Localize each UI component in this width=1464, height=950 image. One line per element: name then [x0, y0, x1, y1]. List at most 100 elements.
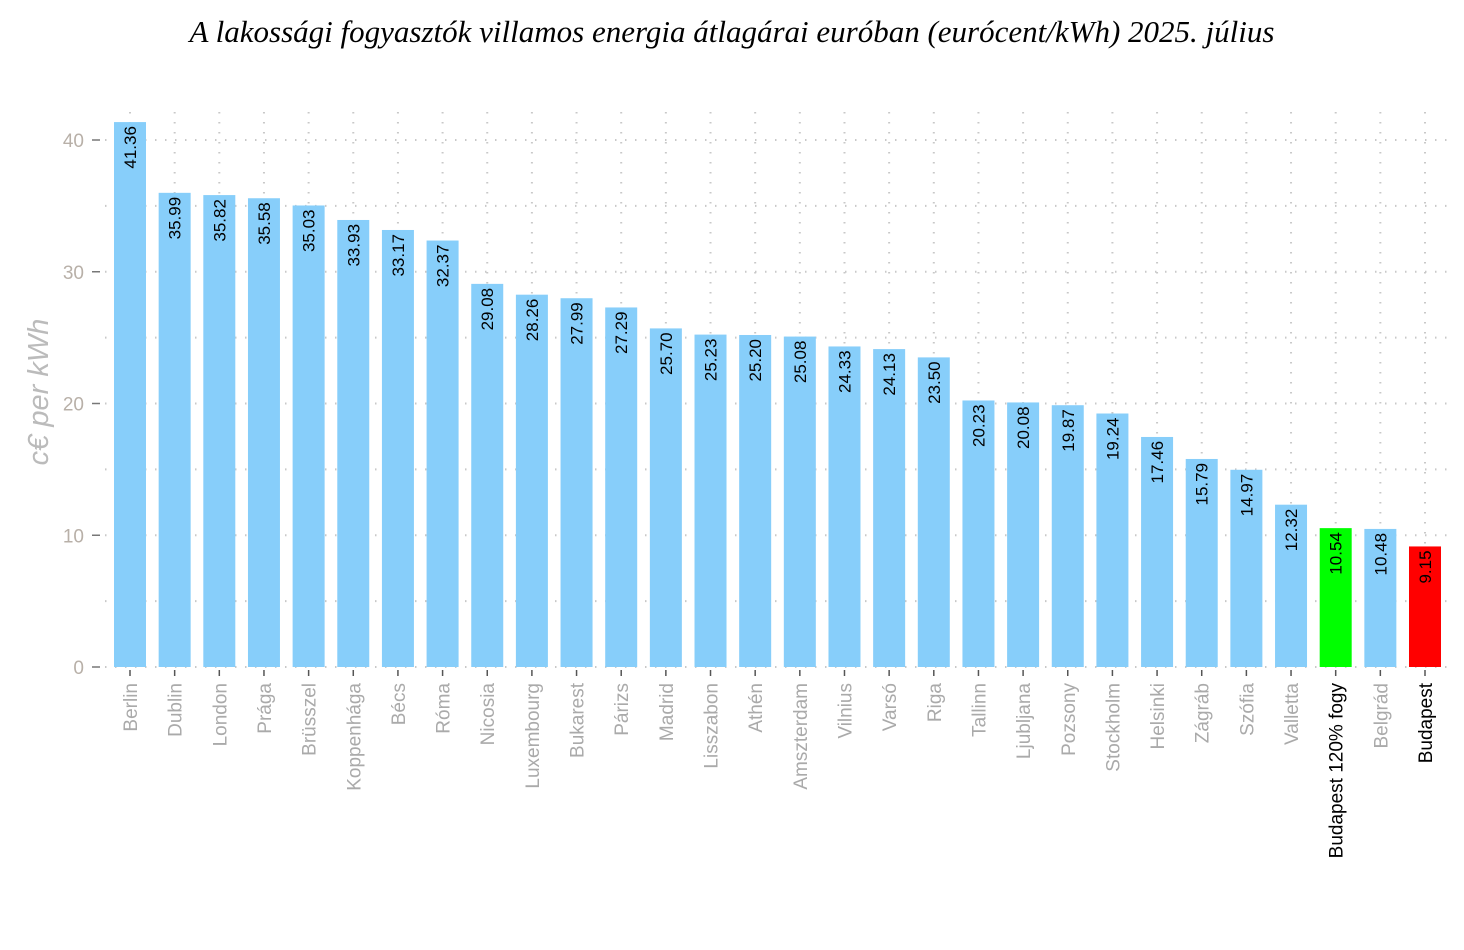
- y-tick-label: 20: [63, 395, 84, 416]
- x-tick-label: Lisszabon: [702, 683, 723, 769]
- value-label: 25.23: [702, 339, 721, 382]
- x-tick-label: Tallinn: [969, 683, 990, 737]
- value-label: 41.36: [121, 126, 140, 169]
- bar: [203, 195, 236, 667]
- value-label: 24.33: [835, 350, 854, 393]
- bar: [1185, 458, 1218, 667]
- x-tick-label: Szófia: [1237, 683, 1258, 736]
- bar: [1364, 528, 1397, 667]
- x-tick-label: Budapest 120% fogy: [1327, 683, 1348, 859]
- value-label: 24.13: [880, 353, 899, 396]
- bar: [158, 192, 191, 667]
- value-label: 35.03: [300, 209, 319, 252]
- value-label: 10.54: [1327, 532, 1346, 575]
- x-tick-label: Párizs: [612, 683, 633, 736]
- bars: 41.36 35.99 35.82 35.58 35.03 33.93 33.17 32.37…: [114, 122, 1441, 668]
- x-tick-label: Madrid: [657, 683, 678, 741]
- x-tick-label: Budapest: [1416, 682, 1437, 763]
- value-label: 35.58: [255, 202, 274, 245]
- value-label: 33.93: [344, 224, 363, 267]
- x-tick-label: Nicosia: [478, 683, 499, 746]
- bar: [515, 294, 548, 667]
- value-label: 17.46: [1148, 441, 1167, 484]
- bar: [1275, 504, 1308, 667]
- x-tick-label: Valletta: [1282, 683, 1303, 745]
- x-tick-label: Róma: [434, 683, 455, 734]
- bar: [1096, 413, 1129, 667]
- x-tick-label: Athén: [746, 683, 767, 733]
- bar: [605, 307, 638, 667]
- bar: [962, 400, 995, 667]
- value-label: 10.48: [1371, 533, 1390, 576]
- value-label: 12.32: [1282, 509, 1301, 552]
- x-tick-label: Riga: [925, 683, 946, 723]
- y-axis-label: c€ per kWh: [23, 319, 55, 466]
- value-label: 9.15: [1416, 550, 1435, 583]
- x-tick-label: Zágráb: [1193, 683, 1214, 743]
- bar: [1007, 402, 1040, 667]
- bar: [292, 205, 325, 668]
- value-label: 19.87: [1059, 409, 1078, 452]
- value-label: 35.82: [210, 199, 229, 242]
- x-tick-label: Vilnius: [835, 683, 856, 739]
- bar: [649, 328, 682, 667]
- bar: [1230, 469, 1263, 667]
- bar: [1319, 528, 1352, 667]
- bar: [560, 298, 593, 667]
- axes: 0 10 20 30 40 Berlin Dublin London Prága Brüsszel…: [63, 131, 1437, 858]
- bar: [381, 229, 414, 668]
- y-tick-label: 0: [73, 658, 84, 679]
- value-label: 27.29: [612, 311, 631, 354]
- x-tick-label: Stockholm: [1103, 683, 1124, 772]
- x-tick-label: Amszterdam: [791, 683, 812, 790]
- x-tick-label: Prága: [255, 683, 276, 734]
- bar: [426, 240, 459, 667]
- value-label: 23.50: [925, 361, 944, 404]
- x-tick-label: Belgrád: [1371, 683, 1392, 749]
- value-label: 25.08: [791, 341, 810, 384]
- bar: [1141, 436, 1174, 667]
- x-tick-label: London: [210, 683, 231, 746]
- x-tick-label: Koppenhága: [344, 683, 365, 791]
- bar: [694, 334, 727, 667]
- x-tick-label: Luxembourg: [523, 683, 544, 789]
- value-label: 33.17: [389, 234, 408, 277]
- bar: [337, 219, 370, 668]
- bar: [828, 346, 861, 667]
- bar: [114, 122, 146, 667]
- value-label: 19.24: [1103, 418, 1122, 461]
- x-tick-label: Pozsony: [1059, 683, 1080, 756]
- bar: [917, 357, 950, 667]
- bar: [1051, 405, 1084, 667]
- value-label: 20.23: [969, 404, 988, 447]
- x-tick-label: Bécs: [389, 683, 410, 725]
- y-tick-label: 40: [63, 131, 84, 152]
- x-tick-label: Varsó: [880, 683, 901, 731]
- chart-title: A lakossági fogyasztók villamos energia …: [189, 14, 1275, 49]
- value-label: 29.08: [478, 288, 497, 331]
- bar: [1409, 546, 1441, 667]
- bar: [783, 336, 816, 667]
- value-label: 20.08: [1014, 406, 1033, 449]
- x-tick-label: Dublin: [166, 683, 187, 737]
- value-label: 32.37: [434, 245, 453, 288]
- x-tick-label: Brüsszel: [300, 683, 321, 756]
- value-label: 27.99: [568, 302, 587, 345]
- value-label: 15.79: [1193, 463, 1212, 506]
- x-tick-label: Helsinki: [1148, 683, 1169, 750]
- bar: [471, 283, 504, 667]
- x-tick-label: Berlin: [121, 683, 142, 732]
- value-label: 25.20: [746, 339, 765, 382]
- x-tick-label: Bukarest: [568, 682, 589, 758]
- bar: [247, 198, 280, 667]
- value-label: 28.26: [523, 299, 542, 342]
- bar: [873, 349, 906, 667]
- bar: [739, 334, 772, 667]
- y-tick-label: 30: [63, 263, 84, 284]
- value-label: 35.99: [166, 197, 185, 240]
- x-tick-label: Ljubljana: [1014, 683, 1035, 759]
- value-label: 14.97: [1237, 474, 1256, 517]
- y-tick-label: 10: [63, 526, 84, 547]
- value-label: 25.70: [657, 332, 676, 375]
